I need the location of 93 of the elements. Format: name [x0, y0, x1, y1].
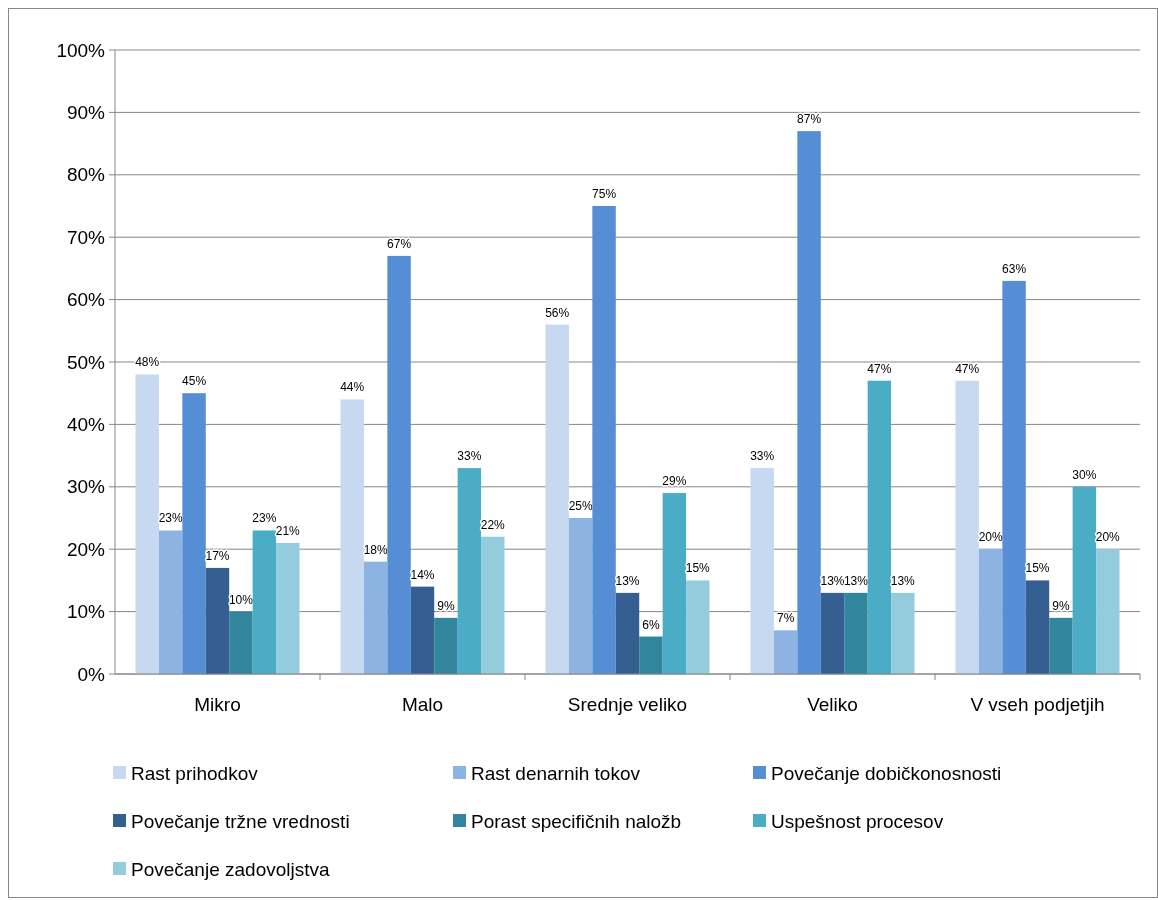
bar [252, 530, 277, 674]
bar [481, 536, 505, 674]
bar [592, 206, 616, 674]
bar [182, 393, 206, 674]
legend-label: Rast prihodkov [131, 762, 259, 784]
y-tick-label: 0% [77, 663, 106, 685]
data-label: 23% [252, 511, 277, 526]
data-label: 67% [387, 236, 412, 251]
y-tick-label: 20% [66, 538, 106, 560]
bar [686, 580, 710, 674]
bar [158, 530, 183, 674]
bar [891, 592, 915, 674]
legend-label: Porast specifičnih naložb [471, 810, 682, 832]
data-label: 47% [955, 361, 980, 376]
bar [1049, 617, 1073, 674]
bar [1025, 580, 1050, 674]
data-label: 9% [1052, 598, 1070, 613]
data-label: 14% [410, 567, 435, 582]
data-label: 13% [615, 573, 640, 588]
bar [135, 374, 159, 674]
bar [662, 493, 687, 674]
y-tick-label: 60% [66, 289, 106, 311]
bar [545, 324, 569, 674]
data-label: 23% [158, 511, 183, 526]
bar [434, 617, 458, 674]
data-label: 20% [1095, 530, 1121, 545]
data-label: 30% [1072, 467, 1097, 482]
bar [205, 567, 230, 674]
data-label: 45% [182, 374, 207, 389]
legend-label: Povečanje dobičkonosnosti [771, 762, 1002, 784]
y-tick-label: 90% [66, 102, 106, 124]
data-label: 44% [340, 380, 365, 395]
bar [978, 549, 1003, 674]
x-tick-label: Veliko [807, 694, 858, 715]
bar [457, 468, 482, 674]
data-label: 47% [867, 361, 892, 376]
data-label: 10% [228, 592, 254, 607]
data-label: 48% [135, 355, 160, 370]
data-label: 29% [662, 474, 687, 489]
bar [615, 592, 640, 674]
x-tick-label: Srednje veliko [567, 694, 688, 715]
bar [1002, 280, 1026, 674]
bar [410, 586, 435, 674]
y-tick-label: 70% [66, 226, 106, 248]
bar [1096, 549, 1120, 674]
bar [797, 131, 821, 674]
bar [568, 518, 593, 674]
bar [844, 592, 868, 674]
x-tick-label: Mikro [194, 694, 241, 715]
data-label: 13% [820, 573, 845, 588]
bar [639, 636, 663, 674]
data-label: 15% [685, 561, 711, 576]
bar [363, 561, 388, 674]
data-label: 56% [545, 305, 570, 320]
legend-label: Rast denarnih tokov [471, 762, 641, 784]
bar [955, 380, 979, 674]
y-tick-label: 30% [66, 476, 106, 498]
x-tick-label: Malo [401, 694, 444, 715]
data-label: 87% [797, 112, 822, 127]
bar [820, 592, 845, 674]
data-label: 21% [275, 523, 301, 538]
data-label: 25% [568, 499, 593, 513]
y-tick-label: 40% [66, 414, 106, 436]
data-label: 7% [776, 611, 795, 626]
data-label: 6% [642, 617, 660, 632]
data-label: 63% [1002, 261, 1027, 276]
y-tick-label: 80% [66, 164, 106, 186]
data-label: 15% [1025, 561, 1050, 576]
bar [340, 399, 364, 674]
data-label: 22% [480, 517, 506, 532]
x-tick-label: V vseh podjetjih [970, 694, 1105, 715]
legend-label: Povečanje tržne vrednosti [131, 810, 350, 832]
bar [387, 255, 411, 674]
data-label: 20% [978, 530, 1003, 545]
legend-label: Uspešnost procesov [771, 810, 944, 832]
bar [229, 611, 253, 674]
legend-label: Povečanje zadovoljstva [131, 858, 330, 880]
data-label: 33% [750, 449, 775, 464]
data-label: 75% [592, 187, 617, 201]
y-tick-label: 10% [66, 601, 106, 623]
bar [276, 542, 300, 674]
bar [773, 630, 798, 674]
bar [867, 380, 892, 674]
data-label: 13% [843, 573, 869, 588]
data-label: 13% [890, 573, 916, 588]
data-label: 9% [437, 598, 455, 613]
y-tick-label: 100% [56, 39, 106, 61]
y-tick-label: 50% [66, 351, 106, 373]
bar [750, 468, 774, 674]
data-label: 18% [363, 542, 388, 557]
data-label: 33% [457, 449, 482, 464]
data-label: 17% [205, 548, 230, 563]
bar [1072, 486, 1097, 674]
